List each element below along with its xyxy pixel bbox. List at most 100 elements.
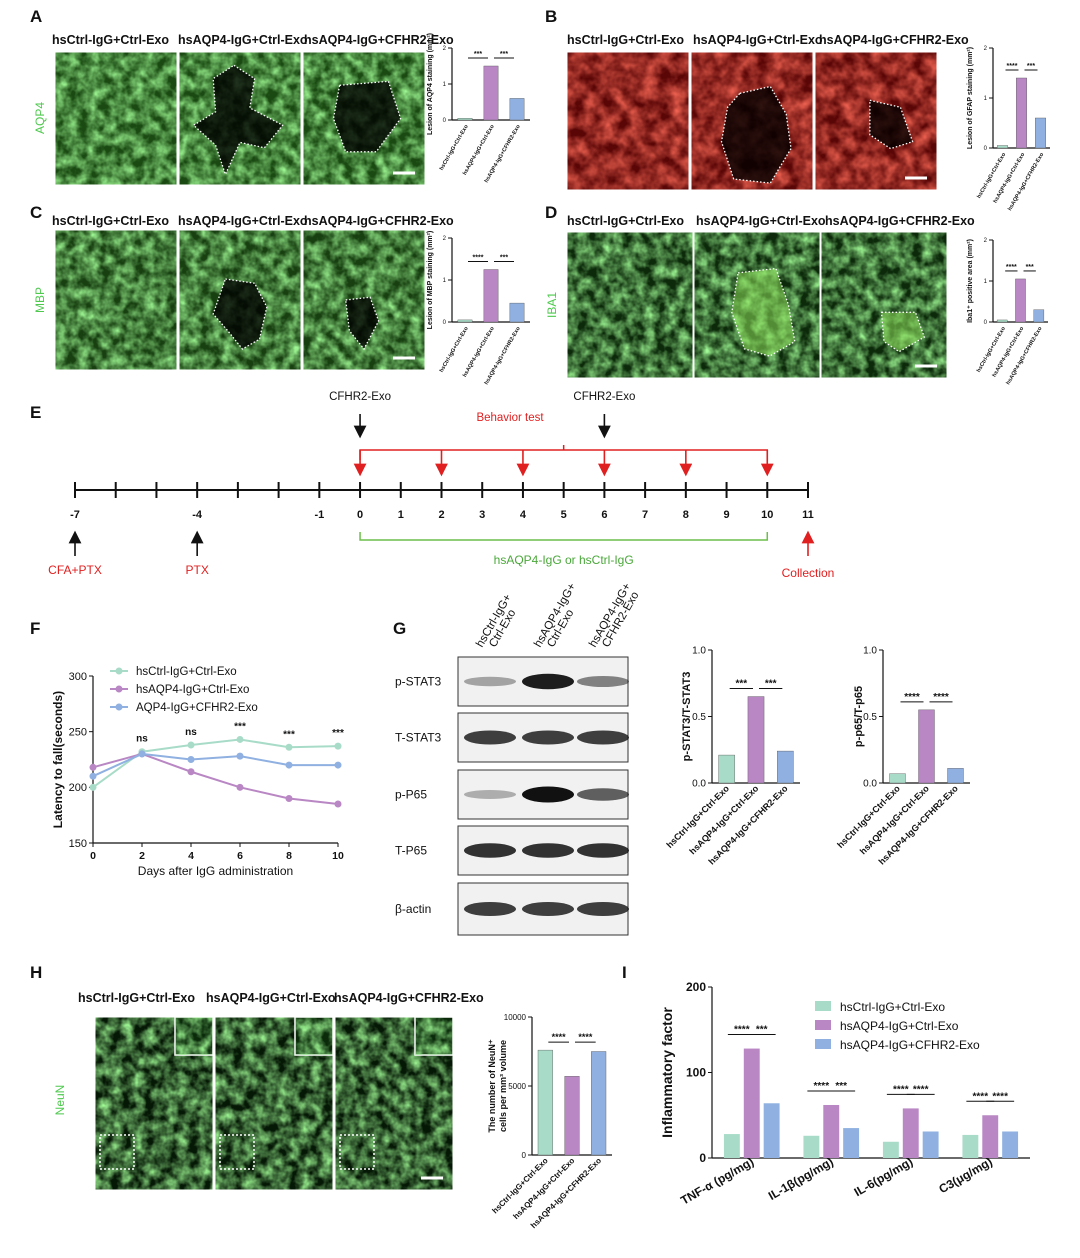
image-border <box>178 51 302 186</box>
panel-letter: G <box>393 619 406 638</box>
x-tick-label: IL-6(pg/mg) <box>852 1154 916 1199</box>
blot-band <box>577 843 629 858</box>
y-tick-label: 0 <box>443 118 447 124</box>
y-tick-label: 1 <box>984 279 988 285</box>
group-label: hsCtrl-IgG+Ctrl-Exo <box>567 214 684 228</box>
bar <box>763 1103 780 1158</box>
lesion-outline <box>720 85 792 184</box>
blot-row-label: p-P65 <box>395 788 427 802</box>
treatment-label: hsAQP4-IgG or hsCtrl-IgG <box>494 553 634 567</box>
blot-band <box>464 676 516 687</box>
bar <box>537 1049 553 1156</box>
blot-band <box>522 843 574 858</box>
bar <box>997 145 1008 149</box>
bar <box>902 1108 919 1158</box>
timeline-label: 5 <box>561 509 567 521</box>
timeline-label: 10 <box>761 509 773 521</box>
y-axis-label: Latency to fall(seconds) <box>51 691 65 828</box>
micrograph-texture <box>821 232 947 378</box>
blot-band <box>522 786 574 803</box>
significance-label: *** <box>332 728 344 739</box>
y-tick-label: 1.0 <box>863 646 877 657</box>
timeline-label: 4 <box>520 509 527 521</box>
y-tick-label: 1 <box>984 96 988 102</box>
timeline-label: 11 <box>802 509 814 521</box>
significance-label: *** <box>474 51 482 58</box>
x-axis-label: Days after IgG administration <box>138 864 293 878</box>
point <box>285 761 293 769</box>
micrograph-texture <box>55 52 177 185</box>
legend-swatch <box>815 1001 831 1011</box>
significance-label: **** <box>814 1081 830 1092</box>
bar <box>982 1115 999 1158</box>
blot-band <box>522 730 574 745</box>
y-axis-label: Lesion of AQP4 staining (mm²) <box>427 33 434 135</box>
group-label: hsCtrl-IgG+Ctrl-Exo <box>52 33 169 47</box>
image-border <box>814 51 938 191</box>
image-border <box>334 1016 454 1191</box>
group-label: hsAQP4-IgG+CFHR2-Exo <box>825 214 975 228</box>
group-label: hsAQP4-IgG+Ctrl-Exo <box>693 33 823 47</box>
x-tick-label: TNF-α (pg/mg) <box>678 1154 756 1207</box>
significance-label: **** <box>893 1084 909 1095</box>
legend-label: hsAQP4-IgG+CFHR2-Exo <box>840 1038 980 1052</box>
point <box>285 743 293 751</box>
x-tick-label: 2 <box>139 850 145 862</box>
stain-label: NeuN <box>53 1085 67 1116</box>
significance-label: *** <box>835 1081 847 1092</box>
point <box>89 783 97 791</box>
roi-box <box>339 1134 375 1170</box>
bar <box>723 1134 740 1158</box>
y-tick-label: 0.0 <box>863 779 877 790</box>
point <box>187 756 195 763</box>
group-label: hsAQP4-IgG+CFHR2-Exo <box>334 991 484 1005</box>
micrograph-texture <box>55 230 177 370</box>
timeline-label: 2 <box>438 509 444 521</box>
timeline-label: 0 <box>357 509 363 521</box>
stain-label: IBA1 <box>545 292 559 318</box>
bar <box>1015 278 1026 323</box>
x-tick-label: IL-1β(pg/mg) <box>766 1154 836 1202</box>
legend-label: hsCtrl-IgG+Ctrl-Exo <box>840 1000 945 1014</box>
stain-label: MBP <box>33 287 47 313</box>
group-label: hsCtrl-IgG+Ctrl-Exo <box>567 33 684 47</box>
y-tick-label: 1 <box>443 82 447 88</box>
y-axis-label: The number of NeuN⁺ <box>487 1039 497 1133</box>
lesion-outline <box>880 311 926 353</box>
bar <box>803 1135 820 1158</box>
y-tick-label: 2 <box>443 236 447 242</box>
x-tick-label: C3(μg/mg) <box>936 1154 994 1196</box>
blot-band <box>522 673 574 690</box>
inset-texture <box>415 1017 453 1055</box>
bar <box>564 1076 580 1156</box>
bar <box>962 1134 979 1158</box>
significance-label: *** <box>735 679 747 690</box>
significance-label: **** <box>1007 63 1018 70</box>
bar <box>889 773 906 784</box>
blot-band <box>464 843 516 858</box>
timeline-label: 3 <box>479 509 485 521</box>
image-border <box>302 51 426 186</box>
group-label: hsCtrl-IgG+Ctrl-Exo <box>78 991 195 1005</box>
y-tick-label: 0 <box>984 146 988 152</box>
blot-band <box>577 788 629 801</box>
injection-label: CFHR2-Exo <box>329 391 391 403</box>
panel-letter: I <box>622 963 627 982</box>
panel-letter: E <box>30 403 41 422</box>
image-border <box>54 229 178 371</box>
bar <box>591 1051 607 1156</box>
legend-marker <box>115 685 123 693</box>
significance-label: *** <box>500 51 508 58</box>
x-tick-label: 10 <box>332 850 344 862</box>
y-tick-label: 100 <box>686 1066 706 1080</box>
y-tick-label: 200 <box>686 980 706 994</box>
induction-label: CFA+PTX <box>48 563 102 577</box>
blot-band <box>577 730 629 745</box>
timeline-label: 6 <box>601 509 607 521</box>
image-border <box>566 231 694 379</box>
y-tick-label: 200 <box>69 782 87 794</box>
timeline-label: -1 <box>314 509 324 521</box>
legend-label: hsCtrl-IgG+Ctrl-Exo <box>136 666 237 678</box>
bar <box>1035 117 1046 149</box>
x-tick-label: 6 <box>237 850 243 862</box>
